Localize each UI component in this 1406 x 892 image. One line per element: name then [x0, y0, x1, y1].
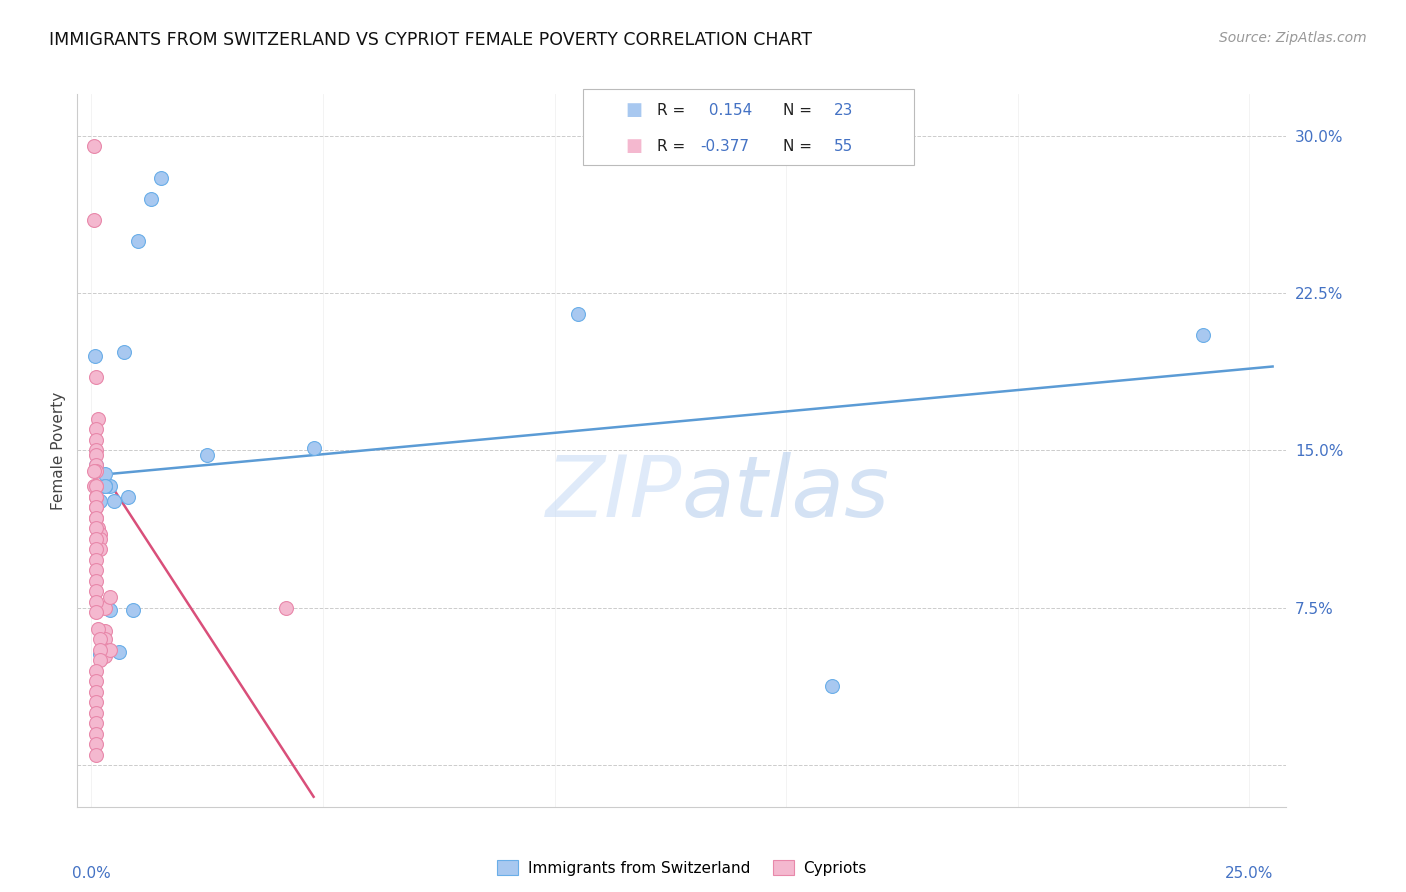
- Point: [108, 645, 131, 659]
- Point: [821, 679, 844, 693]
- Point: [83, 212, 105, 227]
- Point: [98, 603, 121, 617]
- Point: [94, 624, 117, 638]
- Text: 0.0%: 0.0%: [72, 866, 111, 881]
- Point: [83, 139, 105, 153]
- Point: [141, 192, 163, 206]
- Point: [84, 490, 107, 504]
- Point: [117, 490, 139, 504]
- Legend: Immigrants from Switzerland, Cypriots: Immigrants from Switzerland, Cypriots: [491, 854, 873, 881]
- Point: [94, 649, 117, 664]
- Point: [84, 521, 107, 535]
- Point: [83, 479, 105, 493]
- Point: [84, 458, 107, 472]
- Point: [84, 605, 107, 619]
- Point: [89, 643, 111, 657]
- Point: [84, 479, 107, 493]
- Point: [149, 170, 172, 185]
- Point: [87, 412, 110, 426]
- Point: [84, 747, 107, 762]
- Point: [84, 737, 107, 751]
- Text: N =: N =: [783, 138, 817, 153]
- Point: [94, 479, 117, 493]
- Point: [195, 448, 218, 462]
- Text: R =: R =: [657, 138, 690, 153]
- Text: R =: R =: [657, 103, 690, 118]
- Point: [84, 500, 107, 515]
- Point: [592, 133, 614, 147]
- Point: [127, 234, 149, 248]
- Point: [84, 458, 107, 472]
- Point: [94, 643, 117, 657]
- Point: [84, 552, 107, 566]
- Point: [94, 467, 117, 481]
- Point: [89, 532, 111, 546]
- Point: [83, 465, 105, 479]
- Point: [84, 433, 107, 447]
- Point: [84, 542, 107, 557]
- Text: Source: ZipAtlas.com: Source: ZipAtlas.com: [1219, 31, 1367, 45]
- Point: [98, 643, 121, 657]
- Point: [89, 493, 111, 508]
- Point: [84, 490, 107, 504]
- Point: [89, 527, 111, 541]
- Point: [84, 594, 107, 608]
- Point: [84, 674, 107, 689]
- Text: ■: ■: [626, 102, 643, 120]
- Point: [87, 622, 110, 636]
- Point: [84, 443, 107, 458]
- Point: [89, 647, 111, 661]
- Point: [84, 448, 107, 462]
- Point: [98, 479, 121, 493]
- Point: [84, 664, 107, 678]
- Text: N =: N =: [783, 103, 817, 118]
- Text: 25.0%: 25.0%: [1225, 866, 1274, 881]
- Y-axis label: Female Poverty: Female Poverty: [51, 392, 66, 509]
- Point: [274, 600, 297, 615]
- Point: [302, 442, 325, 456]
- Text: 0.154: 0.154: [704, 103, 752, 118]
- Point: [84, 532, 107, 546]
- Text: -0.377: -0.377: [700, 138, 749, 153]
- Point: [84, 695, 107, 709]
- Point: [84, 479, 107, 493]
- Point: [89, 653, 111, 667]
- Point: [122, 603, 145, 617]
- Text: ■: ■: [626, 137, 643, 155]
- Point: [84, 563, 107, 577]
- Point: [89, 600, 111, 615]
- Point: [84, 370, 107, 384]
- Text: 23: 23: [834, 103, 853, 118]
- Point: [112, 344, 135, 359]
- Point: [84, 510, 107, 524]
- Point: [84, 500, 107, 515]
- Point: [94, 632, 117, 647]
- Point: [94, 479, 117, 493]
- Point: [84, 422, 107, 436]
- Text: atlas: atlas: [682, 451, 890, 535]
- Point: [94, 600, 117, 615]
- Point: [89, 632, 111, 647]
- Point: [84, 685, 107, 699]
- Point: [98, 591, 121, 605]
- Point: [84, 465, 107, 479]
- Point: [592, 96, 614, 111]
- Text: IMMIGRANTS FROM SWITZERLAND VS CYPRIOT FEMALE POVERTY CORRELATION CHART: IMMIGRANTS FROM SWITZERLAND VS CYPRIOT F…: [49, 31, 813, 49]
- Point: [1192, 328, 1215, 343]
- Point: [84, 510, 107, 524]
- Point: [84, 727, 107, 741]
- Point: [84, 706, 107, 720]
- Point: [84, 716, 107, 731]
- Point: [84, 584, 107, 599]
- Point: [567, 307, 589, 321]
- Point: [94, 479, 117, 493]
- Text: ZIP: ZIP: [546, 451, 682, 535]
- Point: [103, 493, 125, 508]
- Point: [84, 349, 107, 363]
- Point: [87, 521, 110, 535]
- Text: 55: 55: [834, 138, 853, 153]
- Point: [89, 542, 111, 557]
- Point: [84, 574, 107, 588]
